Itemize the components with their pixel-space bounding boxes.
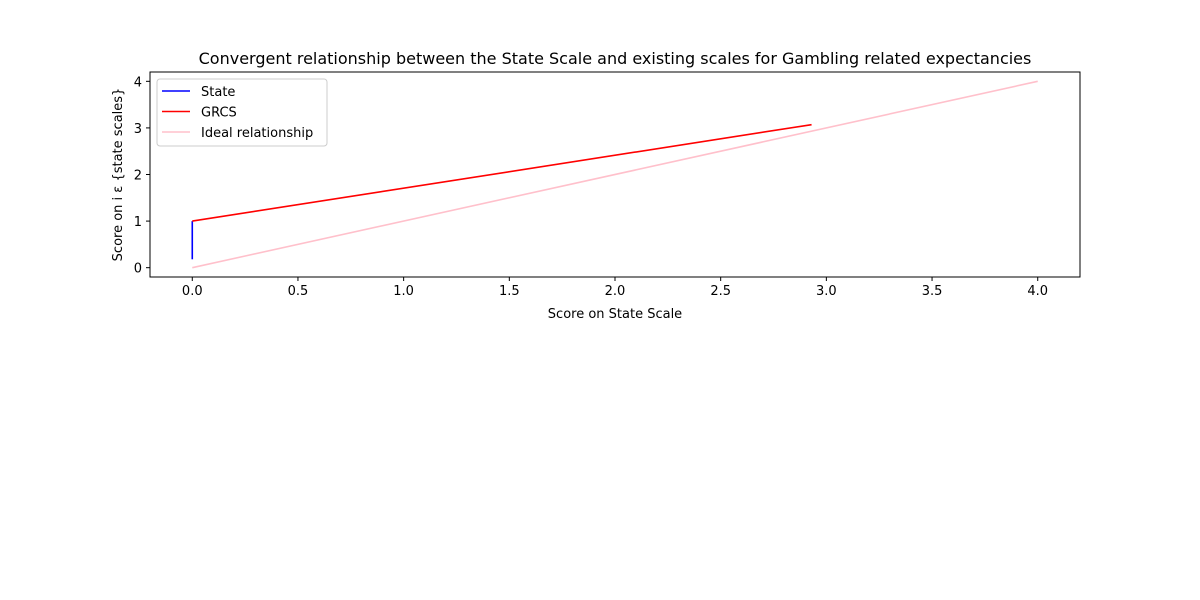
x-tick-label: 2.0 bbox=[605, 284, 626, 299]
y-tick-label: 4 bbox=[134, 75, 142, 90]
series-line-2 bbox=[192, 80, 1038, 269]
legend-label: GRCS bbox=[201, 106, 237, 121]
x-tick-label: 0.5 bbox=[288, 284, 309, 299]
chart-title: Convergent relationship between the Stat… bbox=[199, 49, 1032, 68]
legend-frame bbox=[156, 78, 328, 147]
x-tick-label: 4.0 bbox=[1027, 284, 1048, 299]
x-tick-label: 1.0 bbox=[393, 284, 414, 299]
legend-label: State bbox=[201, 85, 235, 100]
legend-label: Ideal relationship bbox=[201, 126, 313, 141]
x-tick-label: 1.5 bbox=[499, 284, 520, 299]
x-axis-label: Score on State Scale bbox=[548, 307, 682, 322]
x-tick-label: 3.0 bbox=[816, 284, 837, 299]
x-tick-label: 0.0 bbox=[182, 284, 203, 299]
y-axis-label: Score on i ε {state scales} bbox=[111, 88, 126, 262]
y-tick-label: 3 bbox=[134, 122, 142, 137]
y-axis-ticks: 0 1 2 3 4 bbox=[134, 75, 150, 277]
series-layer bbox=[191, 80, 1038, 269]
y-tick-label: 2 bbox=[134, 169, 142, 184]
y-tick-label: 0 bbox=[134, 262, 142, 277]
y-tick-label: 1 bbox=[134, 215, 142, 230]
x-axis-ticks: 0.0 0.5 1.0 1.5 2.0 2.5 3.0 3.5 4.0 bbox=[182, 277, 1048, 299]
legend: State GRCS Ideal relationship bbox=[156, 78, 328, 147]
x-tick-label: 3.5 bbox=[922, 284, 943, 299]
x-tick-label: 2.5 bbox=[710, 284, 731, 299]
series-line-1 bbox=[192, 123, 812, 222]
